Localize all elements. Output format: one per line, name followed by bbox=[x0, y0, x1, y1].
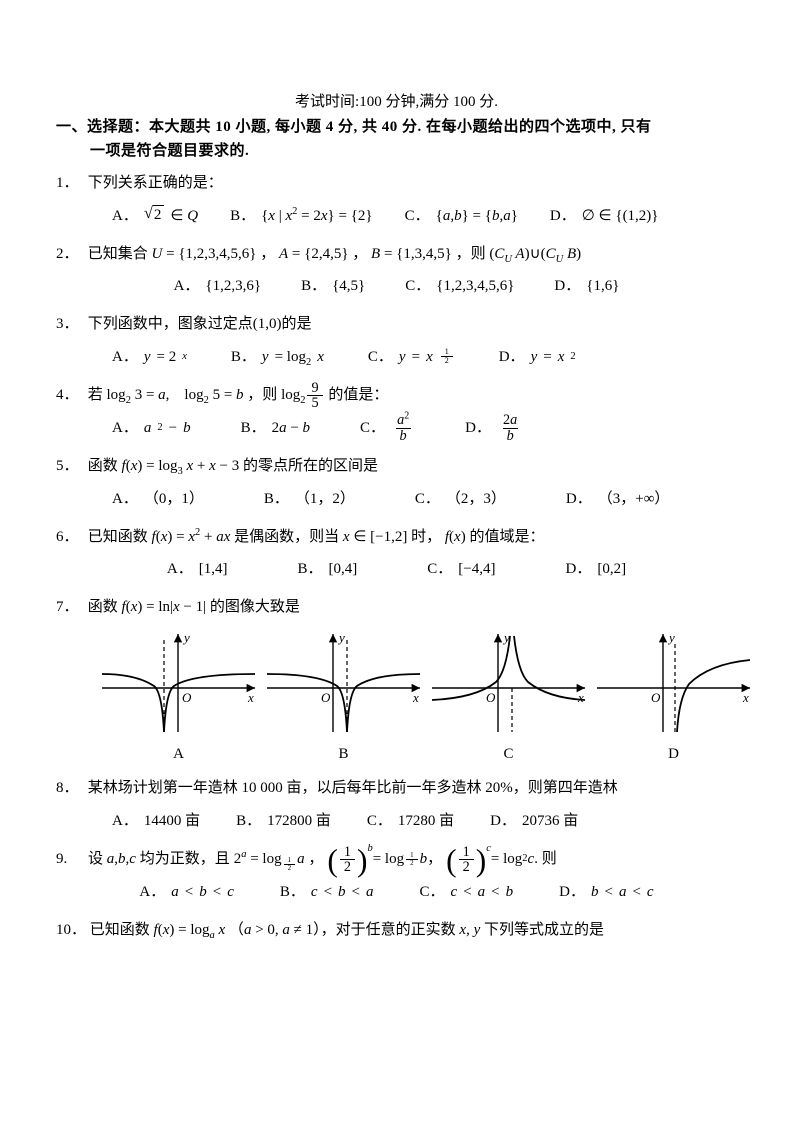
section-heading-line1: 一、选择题：本大题共 10 小题, 每小题 4 分, 共 40 分. 在每小题给… bbox=[56, 119, 652, 135]
q9-options: A．a < b < c B．c < b < a C．c < a < b D．b … bbox=[56, 874, 737, 910]
q7-graphs: y x O A y x O B bbox=[56, 622, 737, 769]
q9-eq3: (12)c = log2 c . 则 bbox=[446, 845, 557, 875]
q3-option-a: A．y = 2x bbox=[112, 339, 187, 375]
q7-graph-b: y x O B bbox=[261, 628, 426, 769]
q5-option-d: D．（3，+∞） bbox=[566, 481, 670, 517]
q7-caption-c: C bbox=[503, 740, 513, 769]
svg-text:y: y bbox=[182, 630, 190, 645]
q1-number: 1． bbox=[56, 169, 84, 198]
q5-number: 5． bbox=[56, 452, 84, 481]
q8-option-d: D．20736 亩 bbox=[490, 803, 578, 839]
q7-stem: 函数 f(x) = ln|x − 1| 的图像大致是 bbox=[88, 599, 300, 615]
q3-options: A．y = 2x B．y = log2 x C．y = x12 D．y = x2 bbox=[56, 339, 737, 375]
q6-option-b: B．[0,4] bbox=[298, 551, 358, 587]
svg-text:x: x bbox=[412, 690, 419, 705]
q6-stem: 已知函数 f(x) = x2 + ax 是偶函数，则当 x ∈ [−1,2] 时… bbox=[88, 529, 545, 545]
q7-number: 7． bbox=[56, 593, 84, 622]
q1-stem: 下列关系正确的是： bbox=[88, 175, 223, 191]
q4-options: A．a2 − b B．2a − b C．a2b D．2ab bbox=[56, 410, 737, 446]
question-3: 3． 下列函数中，图象过定点(1,0)的是 A．y = 2x B．y = log… bbox=[56, 310, 737, 375]
q3-option-d: D．y = x2 bbox=[499, 339, 576, 375]
q4-option-b: B．2a − b bbox=[241, 410, 310, 446]
q9-option-b: B．c < b < a bbox=[280, 874, 374, 910]
q1-option-d: D． ∅ ∈ {(1,2)} bbox=[550, 198, 659, 234]
svg-text:O: O bbox=[182, 690, 192, 705]
q8-option-b: B．172800 亩 bbox=[236, 803, 331, 839]
q7-caption-d: D bbox=[668, 740, 679, 769]
q8-number: 8． bbox=[56, 774, 84, 803]
svg-text:O: O bbox=[486, 690, 496, 705]
q2-option-b: B．{4,5} bbox=[301, 268, 365, 304]
q4-stem: 若 log2 3 = a, log2 5 = b ，则 log295 的值是： bbox=[88, 387, 389, 403]
q8-option-c: C．17280 亩 bbox=[367, 803, 454, 839]
question-7: 7． 函数 f(x) = ln|x − 1| 的图像大致是 y x O A bbox=[56, 593, 737, 768]
q9-stem: 设 a,b,c 均为正数，且 bbox=[88, 845, 230, 874]
q4-option-a: A．a2 − b bbox=[112, 410, 191, 446]
svg-text:y: y bbox=[667, 630, 675, 645]
q5-option-c: C．（2，3） bbox=[415, 481, 506, 517]
q9-number: 9. bbox=[56, 845, 84, 874]
svg-text:x: x bbox=[742, 690, 749, 705]
exam-info: 考试时间:100 分钟,满分 100 分. bbox=[56, 90, 737, 111]
q1-options: A． √2 ∈ Q B． {x | x2 = 2x} = {2} C． {a,b… bbox=[56, 198, 737, 234]
q7-caption-a: A bbox=[173, 740, 184, 769]
question-6: 6． 已知函数 f(x) = x2 + ax 是偶函数，则当 x ∈ [−1,2… bbox=[56, 523, 737, 588]
q6-options: A．[1,4] B．[0,4] C．[−4,4] D．[0,2] bbox=[56, 551, 737, 587]
svg-text:y: y bbox=[502, 630, 510, 645]
q1-option-a: A． √2 ∈ Q bbox=[112, 198, 198, 234]
q7-caption-b: B bbox=[338, 740, 348, 769]
q9-eq1: 2a = log12a ， bbox=[234, 845, 324, 874]
q5-option-a: A．（0，1） bbox=[112, 481, 204, 517]
q9-eq2: (12)b = log12b ， bbox=[327, 845, 442, 875]
q9-option-c: C．c < a < b bbox=[420, 874, 514, 910]
question-10: 10． 已知函数 f(x) = loga x （a > 0, a ≠ 1），对于… bbox=[56, 916, 737, 945]
exam-page: 考试时间:100 分钟,满分 100 分. 一、选择题：本大题共 10 小题, … bbox=[0, 0, 793, 985]
q5-options: A．（0，1） B．（1，2） C．（2，3） D．（3，+∞） bbox=[56, 481, 737, 517]
q8-option-a: A．14400 亩 bbox=[112, 803, 200, 839]
q6-option-d: D．[0,2] bbox=[565, 551, 626, 587]
svg-text:O: O bbox=[321, 690, 331, 705]
q2-stem: 已知集合 U = {1,2,3,4,5,6} ， A = {2,4,5} ， B… bbox=[88, 246, 581, 262]
q9-option-d: D．b < a < c bbox=[559, 874, 653, 910]
q8-options: A．14400 亩 B．172800 亩 C．17280 亩 D．20736 亩 bbox=[56, 803, 737, 839]
q6-option-c: C．[−4,4] bbox=[427, 551, 495, 587]
q3-stem: 下列函数中，图象过定点(1,0)的是 bbox=[88, 316, 312, 332]
q7-graph-a: y x O A bbox=[96, 628, 261, 769]
question-9: 9. 设 a,b,c 均为正数，且 2a = log12a ， (12)b = … bbox=[56, 845, 737, 911]
q6-number: 6． bbox=[56, 523, 84, 552]
svg-text:y: y bbox=[337, 630, 345, 645]
q5-stem: 函数 f(x) = log3 x + x − 3 的零点所在的区间是 bbox=[88, 458, 378, 474]
q10-number: 10． bbox=[56, 916, 86, 945]
q3-number: 3． bbox=[56, 310, 84, 339]
q1-option-c: C． {a,b} = {b,a} bbox=[405, 198, 518, 234]
q7-graph-d: y x O D bbox=[591, 628, 756, 769]
q4-number: 4． bbox=[56, 381, 84, 410]
section-heading: 一、选择题：本大题共 10 小题, 每小题 4 分, 共 40 分. 在每小题给… bbox=[56, 115, 737, 163]
svg-text:x: x bbox=[247, 690, 254, 705]
svg-text:O: O bbox=[651, 690, 661, 705]
q7-graph-c: y x O C bbox=[426, 628, 591, 769]
q1-option-b: B． {x | x2 = 2x} = {2} bbox=[230, 198, 373, 234]
q4-option-d: D．2ab bbox=[465, 410, 523, 446]
q9-option-a: A．a < b < c bbox=[139, 874, 233, 910]
q3-option-c: C．y = x12 bbox=[368, 339, 455, 375]
q3-option-b: B．y = log2 x bbox=[231, 339, 324, 375]
question-2: 2． 已知集合 U = {1,2,3,4,5,6} ， A = {2,4,5} … bbox=[56, 240, 737, 305]
q6-option-a: A．[1,4] bbox=[167, 551, 228, 587]
section-heading-line2: 一项是符合题目要求的. bbox=[56, 139, 737, 163]
question-8: 8． 某林场计划第一年造林 10 000 亩，以后每年比前一年多造林 20%，则… bbox=[56, 774, 737, 839]
q2-option-c: C．{1,2,3,4,5,6} bbox=[405, 268, 514, 304]
question-4: 4． 若 log2 3 = a, log2 5 = b ，则 log295 的值… bbox=[56, 381, 737, 447]
q4-option-c: C．a2b bbox=[360, 410, 415, 446]
question-1: 1． 下列关系正确的是： A． √2 ∈ Q B． {x | x2 = 2x} … bbox=[56, 169, 737, 234]
q10-stem: 已知函数 f(x) = loga x （a > 0, a ≠ 1），对于任意的正… bbox=[90, 922, 604, 938]
q2-number: 2． bbox=[56, 240, 84, 269]
svg-text:x: x bbox=[577, 690, 584, 705]
q5-option-b: B．（1，2） bbox=[264, 481, 355, 517]
q2-option-a: A．{1,2,3,6} bbox=[174, 268, 262, 304]
q2-options: A．{1,2,3,6} B．{4,5} C．{1,2,3,4,5,6} D．{1… bbox=[56, 268, 737, 304]
q8-stem: 某林场计划第一年造林 10 000 亩，以后每年比前一年多造林 20%，则第四年… bbox=[88, 780, 618, 796]
q2-option-d: D．{1,6} bbox=[554, 268, 619, 304]
question-5: 5． 函数 f(x) = log3 x + x − 3 的零点所在的区间是 A．… bbox=[56, 452, 737, 517]
